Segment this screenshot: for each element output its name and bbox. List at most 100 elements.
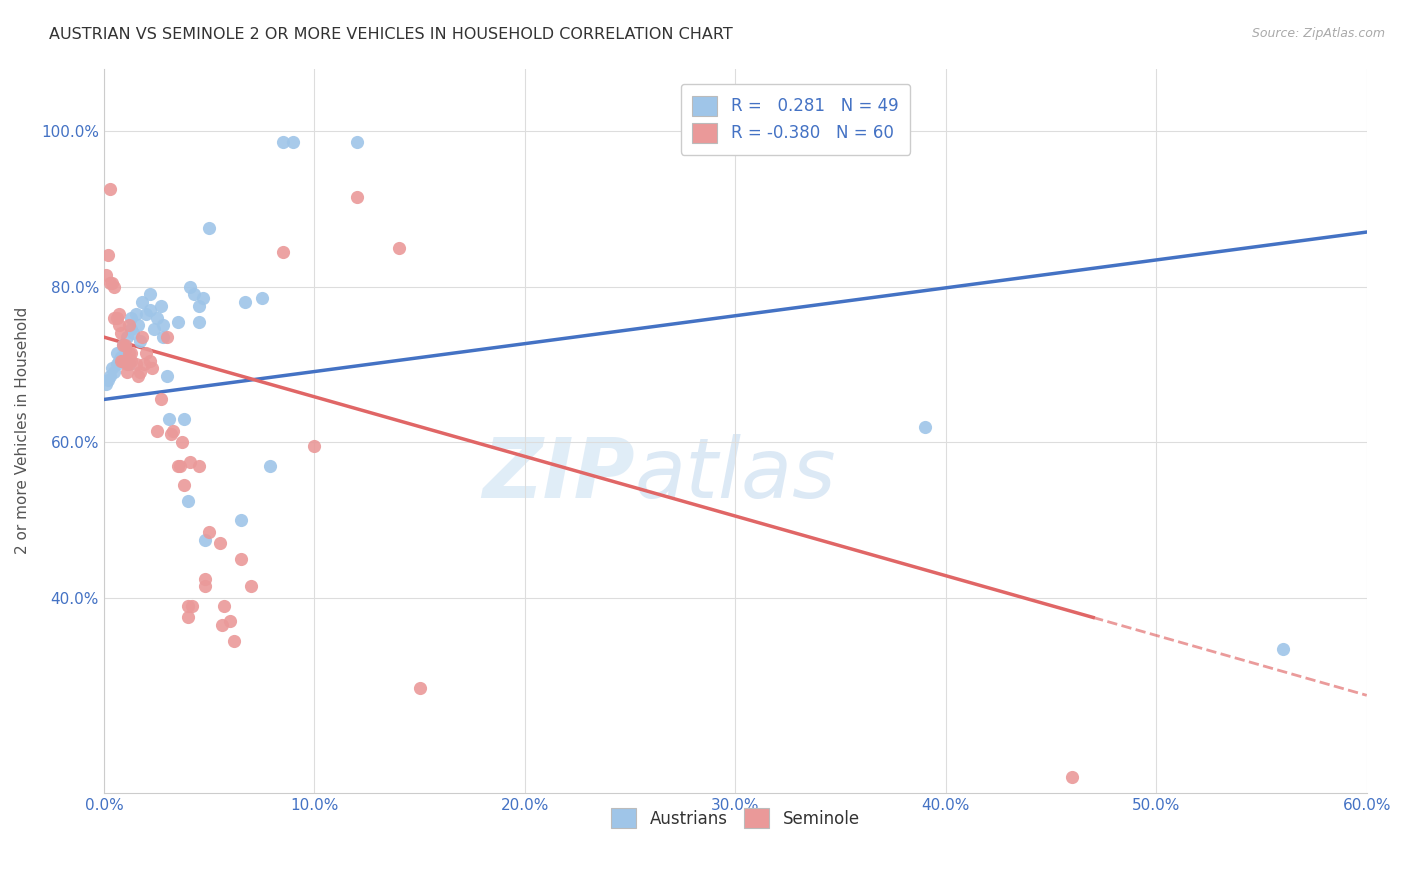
Point: [212, 599, 235, 613]
Point: [103, 365, 125, 379]
Point: [107, 353, 129, 368]
Point: [162, 424, 184, 438]
Text: Source: ZipAtlas.com: Source: ZipAtlas.com: [1251, 27, 1385, 40]
Point: [388, 241, 411, 255]
Text: ZIP: ZIP: [482, 434, 634, 515]
Point: [105, 345, 128, 359]
Point: [156, 369, 179, 384]
Point: [135, 307, 157, 321]
Point: [157, 412, 180, 426]
Point: [114, 353, 136, 368]
Point: [177, 599, 200, 613]
Point: [127, 318, 149, 333]
Text: AUSTRIAN VS SEMINOLE 2 OR MORE VEHICLES IN HOUSEHOLD CORRELATION CHART: AUSTRIAN VS SEMINOLE 2 OR MORE VEHICLES …: [49, 27, 733, 42]
Point: [111, 353, 134, 368]
Point: [194, 533, 217, 547]
Point: [98, 276, 121, 290]
Legend: Austrians, Seminole: Austrians, Seminole: [605, 801, 866, 835]
Point: [128, 334, 150, 348]
Point: [120, 353, 142, 368]
Point: [114, 338, 136, 352]
Point: [152, 330, 174, 344]
Point: [124, 358, 146, 372]
Point: [94, 376, 117, 391]
Point: [118, 358, 141, 372]
Point: [114, 342, 136, 356]
Point: [170, 435, 193, 450]
Point: [98, 369, 121, 384]
Point: [198, 221, 221, 235]
Point: [111, 338, 134, 352]
Point: [187, 315, 209, 329]
Point: [141, 361, 163, 376]
Point: [98, 182, 121, 196]
Point: [160, 427, 183, 442]
Point: [110, 353, 132, 368]
Y-axis label: 2 or more Vehicles in Household: 2 or more Vehicles in Household: [15, 307, 30, 554]
Point: [107, 318, 129, 333]
Point: [118, 345, 141, 359]
Point: [101, 276, 124, 290]
Point: [179, 455, 201, 469]
Point: [177, 493, 200, 508]
Point: [198, 524, 221, 539]
Point: [97, 248, 120, 262]
Point: [143, 322, 166, 336]
Point: [131, 295, 153, 310]
Point: [346, 136, 368, 150]
Point: [101, 361, 124, 376]
Point: [250, 291, 273, 305]
Point: [304, 439, 326, 453]
Point: [183, 287, 205, 301]
Point: [169, 458, 191, 473]
Point: [152, 318, 174, 333]
Point: [115, 330, 138, 344]
Point: [97, 373, 120, 387]
Point: [94, 268, 117, 282]
Point: [191, 291, 214, 305]
Point: [408, 681, 430, 695]
Point: [166, 315, 188, 329]
Point: [105, 310, 128, 325]
Point: [120, 322, 142, 336]
Point: [120, 310, 142, 325]
Point: [110, 326, 132, 341]
Point: [135, 345, 157, 359]
Point: [139, 287, 162, 301]
Point: [145, 310, 167, 325]
Point: [110, 350, 132, 364]
Point: [149, 299, 172, 313]
Point: [208, 536, 231, 550]
Point: [1062, 770, 1084, 784]
Point: [914, 419, 936, 434]
Point: [259, 458, 281, 473]
Point: [131, 330, 153, 344]
Point: [139, 302, 162, 317]
Point: [173, 478, 195, 492]
Point: [187, 299, 209, 313]
Point: [229, 513, 252, 527]
Point: [211, 618, 233, 632]
Point: [127, 369, 149, 384]
Point: [132, 358, 155, 372]
Point: [240, 579, 263, 593]
Point: [187, 458, 209, 473]
Point: [115, 358, 138, 372]
Text: atlas: atlas: [634, 434, 837, 515]
Point: [156, 330, 179, 344]
Point: [233, 295, 256, 310]
Point: [139, 353, 162, 368]
Point: [224, 633, 246, 648]
Point: [107, 307, 129, 321]
Point: [1271, 641, 1294, 656]
Point: [179, 279, 201, 293]
Point: [173, 412, 195, 426]
Point: [128, 365, 150, 379]
Point: [181, 599, 204, 613]
Point: [271, 244, 294, 259]
Point: [120, 345, 142, 359]
Point: [114, 353, 136, 368]
Point: [346, 190, 368, 204]
Point: [194, 572, 217, 586]
Point: [219, 615, 242, 629]
